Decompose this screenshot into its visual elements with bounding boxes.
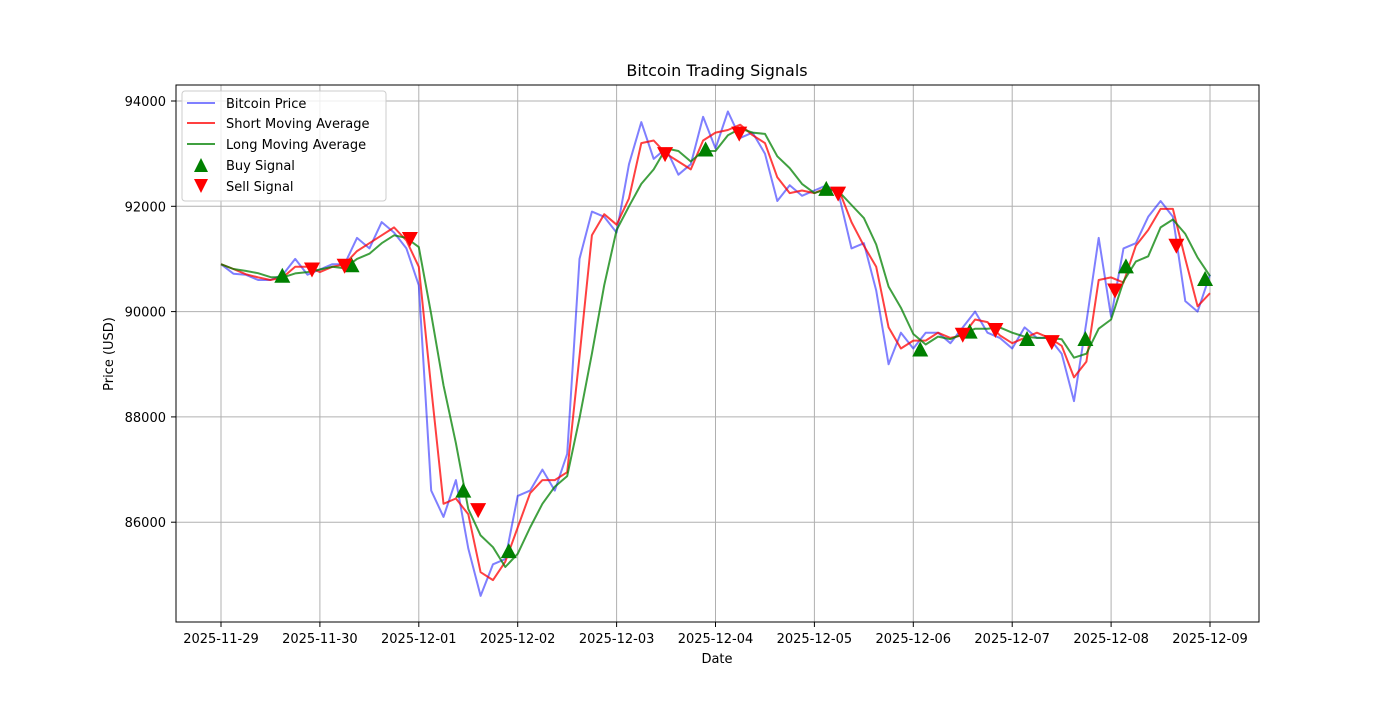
buy-signal-marker <box>1077 330 1094 346</box>
sell-signal-marker <box>954 327 971 343</box>
y-axis-label: Price (USD) <box>102 317 117 391</box>
x-tick-label: 2025-12-05 <box>777 632 853 647</box>
x-tick-label: 2025-12-01 <box>381 632 457 647</box>
x-tick-label: 2025-12-08 <box>1073 632 1149 647</box>
y-tick-label: 88000 <box>125 411 166 426</box>
x-tick-label: 2025-12-06 <box>876 632 952 647</box>
buy-signal-marker <box>697 141 714 157</box>
buy-signal-marker <box>1019 330 1036 346</box>
sell-signal-marker <box>1043 335 1060 351</box>
y-tick-label: 92000 <box>125 200 166 215</box>
x-axis-label: Date <box>701 652 732 667</box>
buy-signal-marker <box>455 482 472 498</box>
legend-price-label: Bitcoin Price <box>226 97 306 112</box>
legend-buy-label: Buy Signal <box>226 159 295 174</box>
legend-buy-marker <box>194 158 208 172</box>
sell-signal-marker <box>336 258 353 274</box>
sell-signal-marker <box>1168 238 1185 254</box>
sell-signal-marker <box>303 262 320 278</box>
y-tick-label: 86000 <box>125 516 166 531</box>
buy-signal-marker <box>818 180 835 196</box>
x-tick-label: 2025-12-02 <box>480 632 556 647</box>
sell-signal-marker <box>987 323 1004 339</box>
legend-long-ma-label: Long Moving Average <box>226 138 366 153</box>
y-tick-label: 94000 <box>125 95 166 110</box>
buy-signal-marker <box>912 341 929 357</box>
legend-short-ma-label: Short Moving Average <box>226 117 370 132</box>
axes-frame <box>175 84 1260 623</box>
chart-title: Bitcoin Trading Signals <box>626 61 807 80</box>
buy-signal-marker <box>1117 258 1134 274</box>
sell-signal-marker <box>470 503 487 519</box>
sell-signal-marker <box>830 186 847 202</box>
y-tick-label: 90000 <box>125 306 166 321</box>
x-tick-label: 2025-11-29 <box>183 632 259 647</box>
legend-sell-marker <box>194 179 208 193</box>
legend: Bitcoin Price Short Moving Average Long … <box>181 90 387 202</box>
sell-signal-marker <box>1107 283 1124 299</box>
buy-signal-marker <box>343 257 360 273</box>
x-tick-label: 2025-11-30 <box>282 632 358 647</box>
buy-signal-marker <box>1197 270 1214 286</box>
x-tick-label: 2025-12-07 <box>974 632 1050 647</box>
legend-sell-label: Sell Signal <box>226 180 294 195</box>
long-ma-line <box>220 127 1211 568</box>
sell-signal-marker <box>657 147 674 163</box>
x-tick-label: 2025-12-03 <box>579 632 655 647</box>
x-tick-label: 2025-12-04 <box>678 632 754 647</box>
buy-signal-marker <box>500 543 517 559</box>
sell-signal-marker <box>731 126 748 142</box>
buy-signal-marker <box>274 267 291 283</box>
x-tick-label: 2025-12-09 <box>1172 632 1248 647</box>
sell-signal-marker <box>401 231 418 247</box>
